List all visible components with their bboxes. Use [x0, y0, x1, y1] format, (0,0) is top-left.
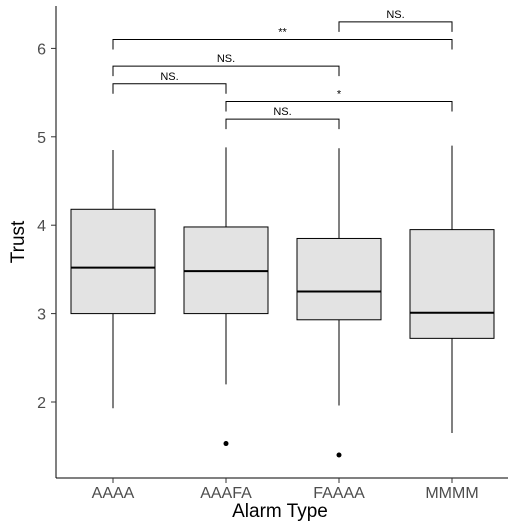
y-tick-label: 3: [37, 307, 46, 324]
significance-label: *: [337, 88, 342, 100]
significance-label: NS.: [217, 53, 235, 65]
significance-bracket: [112, 39, 453, 50]
outlier-point: [223, 441, 229, 447]
y-tick-label: 6: [37, 41, 46, 58]
significance-bracket: [225, 118, 340, 130]
significance-bracket: [225, 100, 453, 112]
y-axis-title: Trust: [8, 220, 29, 263]
x-tick-label: FAAAA: [313, 485, 365, 502]
significance-bracket: [112, 65, 340, 77]
significance-bracket: [112, 83, 227, 94]
x-tick-label: AAAA: [92, 485, 135, 502]
significance-label: NS.: [386, 9, 404, 21]
x-tick-label: MMMM: [425, 485, 478, 502]
box-mmmm: [409, 229, 495, 339]
y-tick-label: 5: [37, 130, 46, 147]
y-tick-label: 2: [37, 395, 46, 412]
x-axis-title: Alarm Type: [232, 501, 328, 522]
significance-label: NS.: [273, 106, 291, 118]
x-tick-label: AAAFA: [200, 485, 252, 502]
significance-label: **: [278, 27, 287, 39]
plot-area: 2 3 4 5 6 AAAA AAAFA FAAAA MMMM NS. NS. ** NS. NS. *: [37, 6, 508, 502]
significance-bracket: [338, 21, 453, 32]
y-tick-label: 4: [37, 218, 46, 235]
outlier-point: [336, 452, 342, 458]
significance-label: NS.: [160, 71, 178, 83]
box-faaaa: [296, 237, 382, 321]
box-aaaa: [70, 208, 156, 315]
